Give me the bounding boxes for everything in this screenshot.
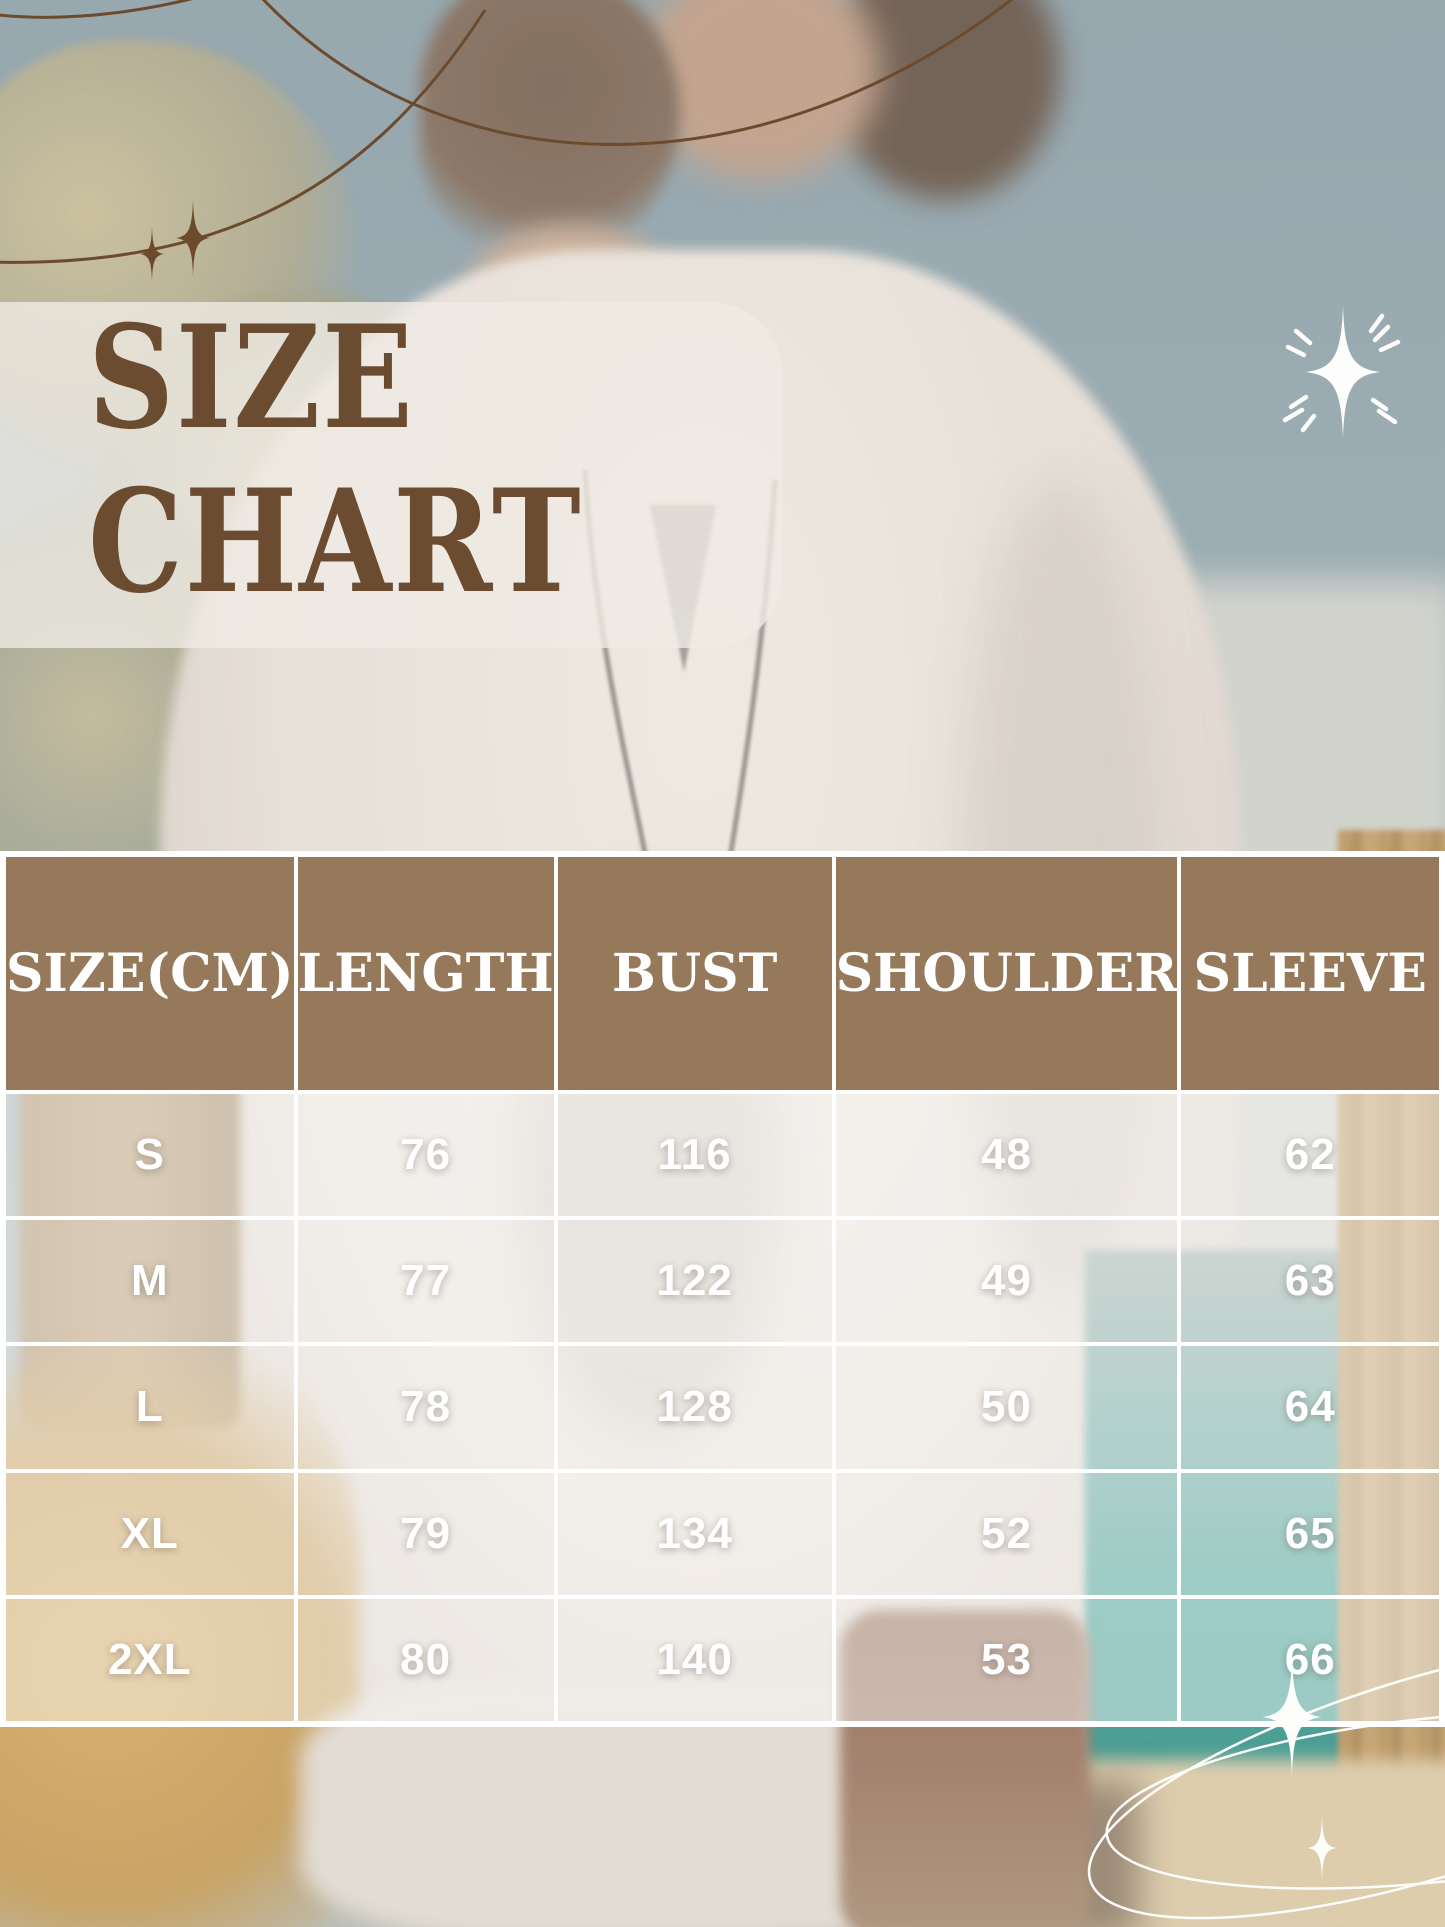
- sparkle-icon: [1282, 306, 1401, 438]
- size-label: 2XL: [4, 1596, 296, 1723]
- table-cell: 122: [555, 1218, 834, 1345]
- table-cell: 80: [295, 1596, 556, 1723]
- table-cell: 62: [1179, 1092, 1441, 1219]
- table-cell: 78: [295, 1344, 556, 1471]
- page-title: SIZE CHART: [88, 296, 677, 624]
- table-cell: 66: [1179, 1596, 1441, 1723]
- table-cell: 76: [295, 1092, 556, 1219]
- table-cell: 140: [555, 1596, 834, 1723]
- photo-leather-cuff: [840, 1610, 1090, 1927]
- title-card: [0, 302, 782, 648]
- size-label: M: [4, 1218, 296, 1345]
- table-cell: 134: [555, 1470, 834, 1597]
- table-cell: 49: [833, 1218, 1180, 1345]
- table-cell: 64: [1179, 1344, 1441, 1471]
- table-cell: 52: [833, 1470, 1180, 1597]
- column-header-size: SIZE(CM): [4, 855, 296, 1092]
- size-label: S: [4, 1092, 296, 1219]
- column-header-bust: BUST: [555, 855, 834, 1092]
- table-cell: 63: [1179, 1218, 1441, 1345]
- sparkle-icon: [140, 226, 164, 282]
- sparkle-icon: [1307, 1816, 1337, 1880]
- page-title-line2: CHART: [88, 459, 583, 625]
- table-cell: 116: [555, 1092, 834, 1219]
- table-cell: 53: [833, 1596, 1180, 1723]
- column-header-length: LENGTH: [295, 855, 556, 1092]
- sparkle-icon: [176, 199, 210, 277]
- photo-man-face: [640, 0, 880, 180]
- size-label: L: [4, 1344, 296, 1471]
- column-header-shoulder: SHOULDER: [833, 855, 1180, 1092]
- page-title-line1: SIZE: [88, 295, 415, 461]
- table-cell: 65: [1179, 1470, 1441, 1597]
- table-cell: 79: [295, 1470, 556, 1597]
- orbit-lines-top-left: [0, 0, 1014, 282]
- orbit-lines-bottom-right: [1087, 1648, 1445, 1920]
- size-label: XL: [4, 1470, 296, 1597]
- column-header-sleeve: SLEEVE: [1179, 855, 1441, 1092]
- table-cell: 50: [833, 1344, 1180, 1471]
- table-cell: 48: [833, 1092, 1180, 1219]
- table-cell: 128: [555, 1344, 834, 1471]
- size-chart-table: SIZE(CM) LENGTH BUST SHOULDER SLEEVE S 7…: [0, 851, 1445, 1727]
- sparkle-icon: [1262, 1657, 1322, 1777]
- table-cell: 77: [295, 1218, 556, 1345]
